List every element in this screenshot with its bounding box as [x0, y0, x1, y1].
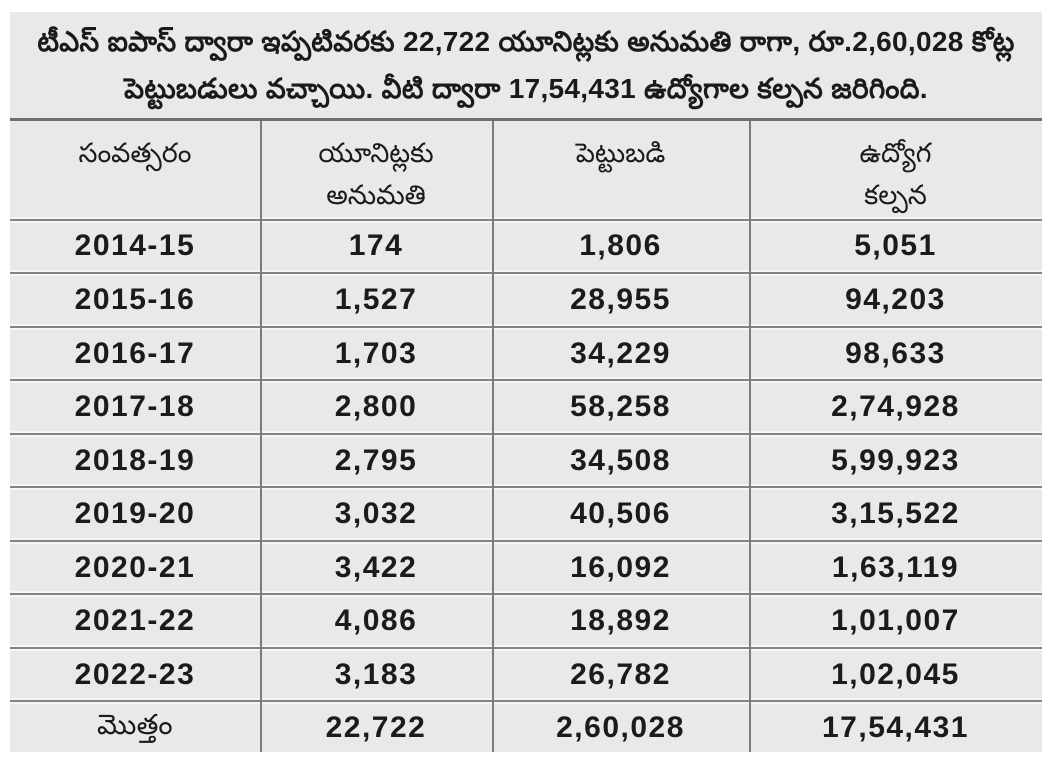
column-header-employment: ఉద్యోగ కల్పన	[749, 121, 1042, 217]
units-cell: 2,800	[334, 390, 418, 424]
row-divider	[10, 430, 1042, 437]
units-cell: 1,527	[334, 282, 418, 316]
table-row: 2019-20 3,032 40,506 3,15,522	[10, 490, 1042, 538]
units-cell: 3,032	[334, 497, 418, 531]
units-cell: 3,422	[334, 550, 418, 584]
table-row: 2021-22 4,086 18,892 1,01,007	[10, 597, 1042, 645]
table-row: 2018-19 2,795 34,508 5,99,923	[10, 437, 1042, 485]
investment-cell: 26,782	[570, 657, 671, 691]
column-header-investment: పెట్టుబడి	[492, 121, 749, 217]
investment-cell: 34,229	[570, 336, 671, 370]
row-divider	[10, 698, 1042, 705]
employment-cell: 1,63,119	[831, 550, 960, 584]
header-line: ఉద్యోగ	[859, 138, 932, 168]
units-cell: 174	[348, 229, 404, 263]
column-divider	[749, 121, 751, 752]
year-cell: 2019-20	[74, 497, 196, 531]
total-employment-cell: 17,54,431	[821, 711, 969, 745]
column-divider	[259, 121, 262, 752]
row-divider	[10, 591, 1042, 598]
column-header-units: యూనిట్లకు అనుమతి	[260, 121, 492, 217]
employment-cell: 94,203	[845, 282, 946, 316]
header-line: యూనిట్లకు	[318, 138, 434, 168]
row-divider	[10, 323, 1042, 330]
table-total-row: మొత్తం 22,722 2,60,028 17,54,431	[10, 704, 1042, 752]
units-cell: 1,703	[334, 336, 418, 370]
stats-table: సంవత్సరం యూనిట్లకు అనుమతి పెట్టుబడి ఉద్య…	[10, 118, 1042, 752]
investment-cell: 16,092	[570, 550, 671, 584]
investment-cell: 34,508	[570, 443, 671, 477]
header-line: అనుమతి	[326, 179, 426, 210]
stats-panel: టీఎస్ ఐపాస్ ద్వారా ఇప్పటివరకు 22,722 యూన…	[10, 12, 1042, 752]
year-cell: 2015-16	[74, 282, 196, 316]
employment-cell: 1,02,045	[831, 657, 960, 691]
total-units-cell: 22,722	[325, 711, 427, 745]
table-row: 2015-16 1,527 28,955 94,203	[10, 276, 1042, 324]
year-cell: 2022-23	[74, 657, 196, 691]
employment-cell: 1,01,007	[831, 604, 960, 638]
table-row: 2020-21 3,422 16,092 1,63,119	[10, 544, 1042, 592]
row-divider	[10, 270, 1042, 277]
row-divider	[10, 484, 1042, 491]
row-divider	[10, 216, 1042, 223]
table-header-row: సంవత్సరం యూనిట్లకు అనుమతి పెట్టుబడి ఉద్య…	[10, 121, 1042, 217]
total-label: మొత్తం	[97, 708, 173, 740]
year-cell: 2020-21	[74, 550, 196, 584]
total-investment-cell: 2,60,028	[556, 711, 685, 745]
table-row: 2022-23 3,183 26,782 1,02,045	[10, 651, 1042, 699]
year-cell: 2016-17	[74, 336, 196, 370]
employment-cell: 5,99,923	[831, 443, 960, 477]
units-cell: 4,086	[334, 604, 418, 638]
header-line: పెట్టుబడి	[575, 138, 666, 168]
year-cell: 2014-15	[74, 229, 196, 263]
investment-cell: 40,506	[570, 497, 671, 531]
row-divider	[10, 377, 1042, 384]
column-header-year: సంవత్సరం	[10, 121, 260, 217]
column-divider	[492, 121, 495, 752]
units-cell: 2,795	[334, 443, 418, 477]
header-line: సంవత్సరం	[78, 138, 192, 168]
investment-cell: 58,258	[570, 390, 671, 424]
year-cell: 2017-18	[74, 390, 196, 424]
table-row: 2014-15 174 1,806 5,051	[10, 223, 1042, 271]
employment-cell: 5,051	[854, 229, 937, 263]
investment-cell: 18,892	[570, 604, 671, 638]
employment-cell: 98,633	[845, 336, 946, 370]
employment-cell: 2,74,928	[831, 390, 960, 424]
investment-cell: 28,955	[570, 282, 671, 316]
header-line: కల్పన	[864, 179, 927, 210]
year-cell: 2018-19	[74, 443, 196, 477]
units-cell: 3,183	[334, 657, 418, 691]
table-row: 2016-17 1,703 34,229 98,633	[10, 330, 1042, 378]
table-row: 2017-18 2,800 58,258 2,74,928	[10, 383, 1042, 431]
intro-paragraph: టీఎస్ ఐపాస్ ద్వారా ఇప్పటివరకు 22,722 యూన…	[37, 25, 1015, 104]
row-divider	[10, 537, 1042, 544]
employment-cell: 3,15,522	[831, 497, 960, 531]
investment-cell: 1,806	[579, 229, 662, 263]
row-divider	[10, 644, 1042, 651]
year-cell: 2021-22	[74, 604, 196, 638]
